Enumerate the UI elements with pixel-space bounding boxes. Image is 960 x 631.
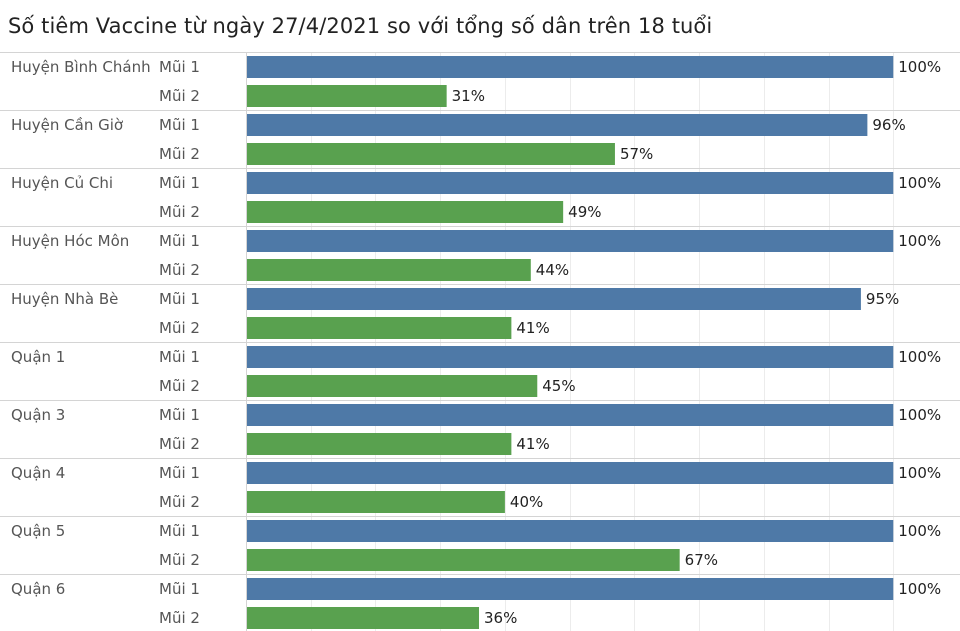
bar bbox=[247, 230, 894, 252]
bar bbox=[247, 114, 868, 136]
value-label: 100% bbox=[898, 580, 941, 598]
bar bbox=[247, 317, 512, 339]
district-label: Quận 3 bbox=[11, 406, 65, 424]
district-label: Quận 5 bbox=[11, 522, 65, 540]
bar bbox=[247, 578, 894, 600]
bar bbox=[247, 201, 564, 223]
dose-label: Mũi 1 bbox=[159, 58, 200, 76]
bar bbox=[247, 462, 894, 484]
value-label: 95% bbox=[866, 290, 899, 308]
dose-label: Mũi 2 bbox=[159, 435, 200, 453]
value-label: 100% bbox=[898, 522, 941, 540]
bar bbox=[247, 172, 894, 194]
chart-title: Số tiêm Vaccine từ ngày 27/4/2021 so với… bbox=[8, 14, 713, 38]
bar bbox=[247, 404, 894, 426]
district-label: Quận 1 bbox=[11, 348, 65, 366]
dose-label: Mũi 2 bbox=[159, 319, 200, 337]
bar bbox=[247, 433, 512, 455]
value-label: 44% bbox=[536, 261, 569, 279]
dose-label: Mũi 1 bbox=[159, 290, 200, 308]
dose-label: Mũi 2 bbox=[159, 493, 200, 511]
dose-label: Mũi 2 bbox=[159, 145, 200, 163]
dose-label: Mũi 2 bbox=[159, 203, 200, 221]
bar bbox=[247, 143, 615, 165]
dose-label: Mũi 1 bbox=[159, 116, 200, 134]
bar bbox=[247, 375, 538, 397]
district-label: Quận 6 bbox=[11, 580, 65, 598]
dose-label: Mũi 1 bbox=[159, 348, 200, 366]
bar bbox=[247, 288, 861, 310]
dose-label: Mũi 1 bbox=[159, 522, 200, 540]
dose-label: Mũi 2 bbox=[159, 551, 200, 569]
value-label: 40% bbox=[510, 493, 543, 511]
value-label: 100% bbox=[898, 406, 941, 424]
dose-label: Mũi 2 bbox=[159, 609, 200, 627]
value-label: 67% bbox=[685, 551, 718, 569]
bar bbox=[247, 520, 894, 542]
value-label: 31% bbox=[452, 87, 485, 105]
bar bbox=[247, 56, 894, 78]
dose-label: Mũi 1 bbox=[159, 174, 200, 192]
value-label: 36% bbox=[484, 609, 517, 627]
district-label: Huyện Củ Chi bbox=[11, 174, 113, 192]
dose-label: Mũi 1 bbox=[159, 464, 200, 482]
dose-label: Mũi 1 bbox=[159, 406, 200, 424]
district-label: Huyện Nhà Bè bbox=[11, 290, 118, 308]
value-label: 96% bbox=[872, 116, 905, 134]
value-label: 100% bbox=[898, 464, 941, 482]
bar bbox=[247, 491, 505, 513]
value-label: 41% bbox=[516, 435, 549, 453]
dose-label: Mũi 1 bbox=[159, 232, 200, 250]
value-label: 100% bbox=[898, 58, 941, 76]
value-label: 49% bbox=[568, 203, 601, 221]
district-label: Huyện Bình Chánh bbox=[11, 58, 151, 76]
bar bbox=[247, 346, 894, 368]
bar bbox=[247, 85, 447, 107]
dose-label: Mũi 2 bbox=[159, 377, 200, 395]
bar bbox=[247, 607, 480, 629]
dose-label: Mũi 1 bbox=[159, 580, 200, 598]
value-label: 100% bbox=[898, 232, 941, 250]
district-label: Huyện Hóc Môn bbox=[11, 232, 129, 250]
district-label: Quận 4 bbox=[11, 464, 65, 482]
value-label: 100% bbox=[898, 174, 941, 192]
bar bbox=[247, 549, 680, 571]
value-label: 45% bbox=[542, 377, 575, 395]
value-label: 100% bbox=[898, 348, 941, 366]
dose-label: Mũi 2 bbox=[159, 87, 200, 105]
dose-label: Mũi 2 bbox=[159, 261, 200, 279]
value-label: 41% bbox=[516, 319, 549, 337]
bar bbox=[247, 259, 531, 281]
value-label: 57% bbox=[620, 145, 653, 163]
district-label: Huyện Cần Giờ bbox=[11, 116, 124, 134]
